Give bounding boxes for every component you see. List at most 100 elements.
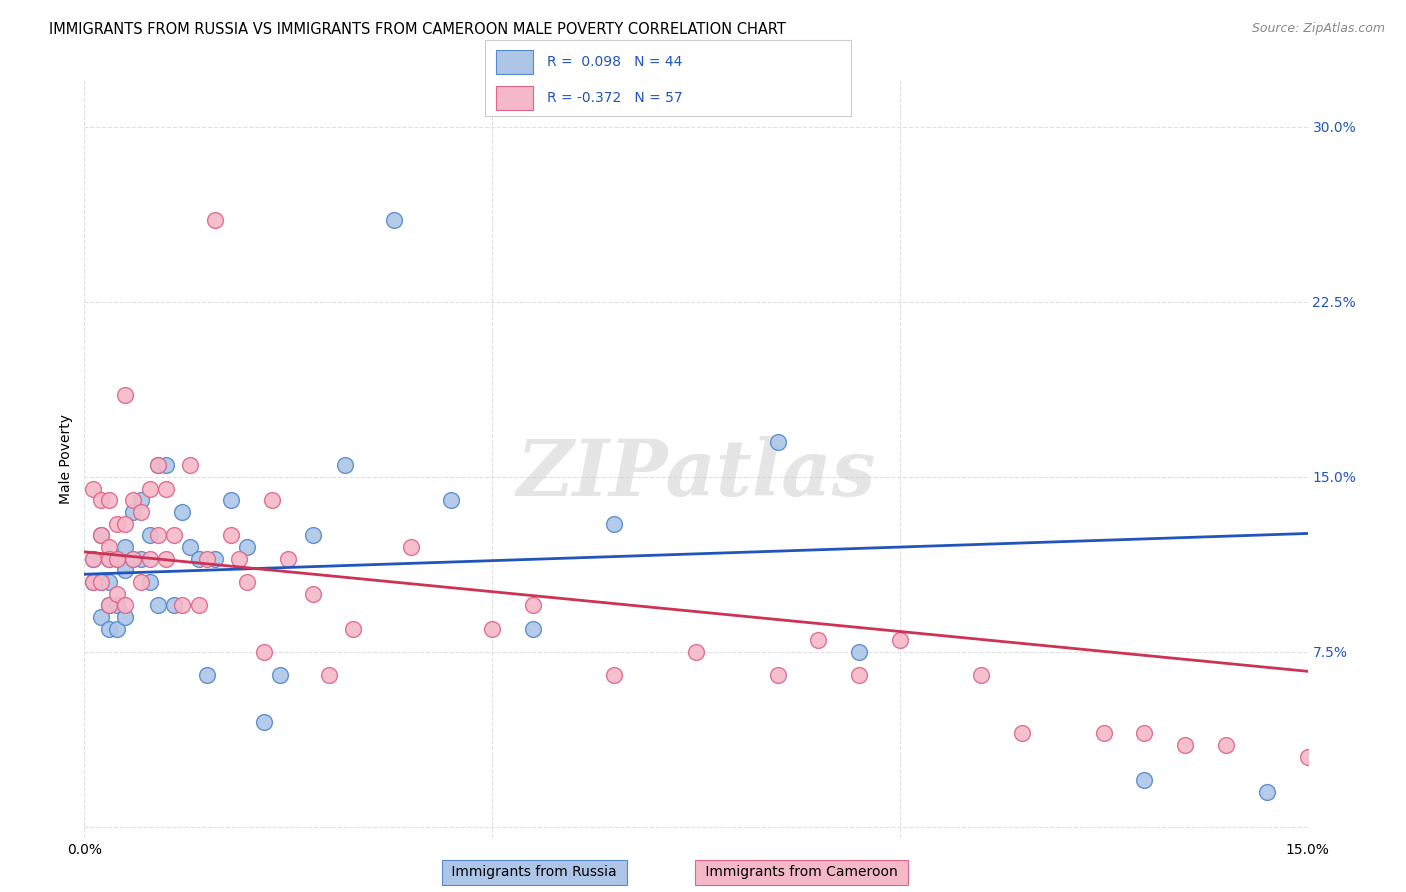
Point [97, 540, 120, 554]
Point [90, 528, 112, 542]
Point [172, 505, 194, 519]
Point [105, 551, 128, 566]
Point [301, 528, 323, 542]
Point [440, 493, 463, 508]
Point [131, 574, 153, 589]
Y-axis label: Male Poverty: Male Poverty [59, 415, 73, 504]
Point [342, 622, 364, 636]
FancyBboxPatch shape [496, 50, 533, 74]
Point [97, 493, 120, 508]
Point [138, 574, 160, 589]
Point [97, 622, 120, 636]
Point [187, 551, 209, 566]
Text: R =  0.098   N = 44: R = 0.098 N = 44 [547, 55, 682, 69]
Point [114, 610, 136, 624]
Text: Immigrants from Russia: Immigrants from Russia [447, 865, 621, 880]
Point [1256, 785, 1278, 799]
Text: R = -0.372   N = 57: R = -0.372 N = 57 [547, 91, 683, 104]
Point [172, 598, 194, 612]
Point [204, 551, 226, 566]
Point [603, 516, 626, 531]
Point [848, 645, 870, 659]
Point [105, 622, 128, 636]
Point [269, 668, 291, 682]
Point [848, 668, 870, 682]
Point [97, 551, 120, 566]
Point [204, 213, 226, 227]
Point [105, 598, 128, 612]
Point [318, 668, 340, 682]
Point [522, 622, 544, 636]
Point [114, 540, 136, 554]
Point [179, 540, 201, 554]
Point [97, 598, 120, 612]
Point [195, 551, 218, 566]
Point [105, 551, 128, 566]
Text: ZIPatlas: ZIPatlas [516, 436, 876, 513]
Point [195, 668, 218, 682]
Point [228, 551, 250, 566]
Point [146, 528, 169, 542]
Point [97, 598, 120, 612]
Point [155, 458, 177, 473]
Point [970, 668, 993, 682]
Point [122, 493, 145, 508]
Point [889, 633, 911, 648]
Text: Source: ZipAtlas.com: Source: ZipAtlas.com [1251, 22, 1385, 36]
Point [105, 586, 128, 600]
Point [219, 493, 242, 508]
Point [766, 434, 789, 449]
Point [131, 551, 153, 566]
Point [114, 516, 136, 531]
Point [277, 551, 299, 566]
Point [131, 505, 153, 519]
Point [335, 458, 357, 473]
Point [603, 668, 626, 682]
Point [138, 551, 160, 566]
Point [90, 528, 112, 542]
Point [1133, 773, 1156, 788]
Point [1092, 726, 1115, 740]
FancyBboxPatch shape [496, 86, 533, 110]
Point [122, 551, 145, 566]
Point [253, 714, 276, 729]
Point [522, 598, 544, 612]
Point [179, 458, 201, 473]
Text: IMMIGRANTS FROM RUSSIA VS IMMIGRANTS FROM CAMEROON MALE POVERTY CORRELATION CHAR: IMMIGRANTS FROM RUSSIA VS IMMIGRANTS FRO… [49, 22, 786, 37]
Point [82, 574, 104, 589]
Point [90, 574, 112, 589]
Point [97, 574, 120, 589]
Point [122, 505, 145, 519]
Point [105, 516, 128, 531]
Point [766, 668, 789, 682]
Point [114, 388, 136, 402]
Point [481, 622, 503, 636]
Point [114, 563, 136, 577]
Point [236, 540, 259, 554]
Point [1011, 726, 1033, 740]
Point [219, 528, 242, 542]
Point [155, 551, 177, 566]
Point [1215, 738, 1237, 752]
Point [236, 574, 259, 589]
Point [82, 551, 104, 566]
Point [807, 633, 830, 648]
Point [163, 598, 186, 612]
Point [163, 528, 186, 542]
Point [97, 551, 120, 566]
Text: Immigrants from Cameroon: Immigrants from Cameroon [700, 865, 903, 880]
Point [90, 610, 112, 624]
Point [131, 493, 153, 508]
Point [146, 458, 169, 473]
Point [82, 551, 104, 566]
Point [155, 482, 177, 496]
Point [382, 213, 405, 227]
Point [1133, 726, 1156, 740]
Point [399, 540, 422, 554]
Point [90, 574, 112, 589]
Point [301, 586, 323, 600]
Point [138, 528, 160, 542]
Point [685, 645, 707, 659]
Point [146, 598, 169, 612]
Point [138, 482, 160, 496]
